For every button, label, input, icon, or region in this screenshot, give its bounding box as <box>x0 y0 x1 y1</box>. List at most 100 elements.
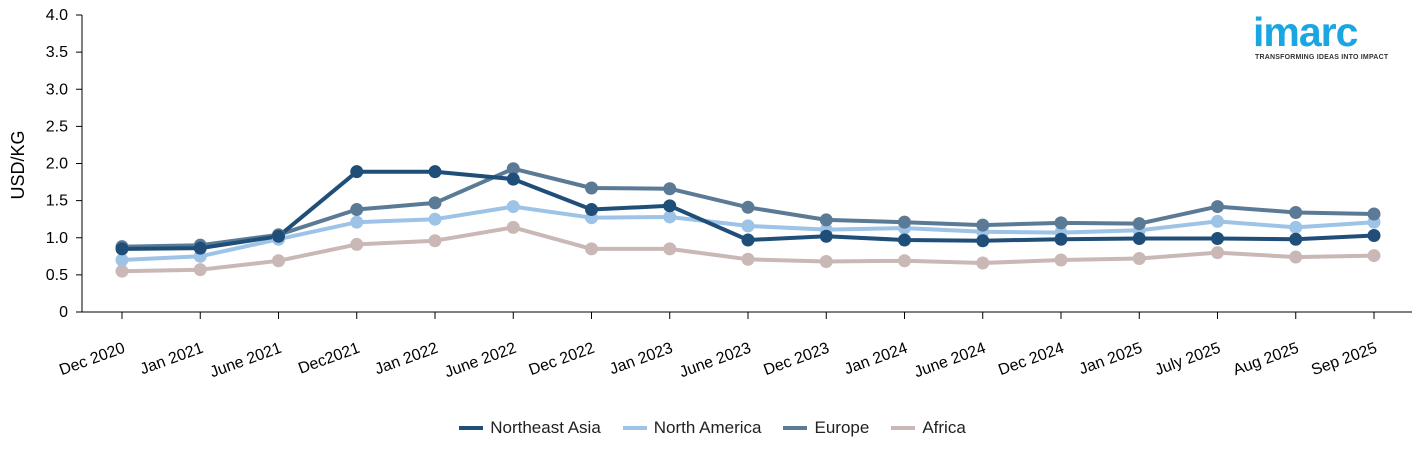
data-point-north-america <box>741 219 755 233</box>
data-point-north-america <box>115 253 129 267</box>
logo-tagline: TRANSFORMING IDEAS INTO IMPACT <box>1255 54 1389 61</box>
data-point-africa <box>506 220 520 234</box>
legend-swatch <box>459 426 484 430</box>
data-point-africa <box>193 263 207 277</box>
data-point-europe <box>428 196 442 210</box>
x-tick-label: Aug 2025 <box>1231 340 1301 379</box>
x-tick-label: June 2023 <box>677 340 753 382</box>
data-point-europe <box>976 218 990 232</box>
x-tick-label: June 2022 <box>443 340 519 382</box>
data-point-europe <box>1132 217 1146 231</box>
x-tick-label: June 2024 <box>912 340 988 382</box>
data-point-north-america <box>506 200 520 214</box>
x-tick-label: Jan 2022 <box>373 340 441 379</box>
series-points <box>115 162 1381 278</box>
data-point-north-america <box>350 215 364 229</box>
data-point-africa <box>1289 250 1303 264</box>
legend-swatch <box>891 426 916 430</box>
x-tick-label: June 2021 <box>208 340 284 382</box>
data-point-africa <box>428 234 442 248</box>
data-point-africa <box>1211 246 1224 260</box>
data-point-europe <box>741 200 755 214</box>
legend-item: Africa <box>891 418 966 438</box>
data-point-europe <box>585 181 598 195</box>
y-tick-label: 1.0 <box>46 230 68 247</box>
data-point-northeast-asia <box>1211 231 1224 245</box>
data-point-africa <box>898 254 911 268</box>
x-tick-label: July 2025 <box>1153 340 1223 379</box>
data-point-africa <box>585 242 598 256</box>
y-tick-label: 3.5 <box>46 44 68 61</box>
legend-swatch <box>622 426 647 430</box>
y-tick-label: 2.5 <box>46 118 68 135</box>
legend-label: Europe <box>814 418 870 437</box>
data-point-africa <box>741 252 755 266</box>
data-point-europe <box>350 203 364 217</box>
data-point-europe <box>1211 200 1224 214</box>
data-point-europe <box>819 213 833 227</box>
data-point-northeast-asia <box>898 233 911 247</box>
x-tick-label: Sep 2025 <box>1309 340 1379 379</box>
data-point-northeast-asia <box>1054 232 1068 246</box>
data-point-northeast-asia <box>428 165 442 179</box>
data-point-europe <box>1054 216 1068 230</box>
data-point-europe <box>898 215 911 229</box>
data-point-europe <box>1367 207 1381 221</box>
x-tick-label: Dec 2020 <box>57 340 127 379</box>
data-point-northeast-asia <box>1132 231 1146 245</box>
y-tick-label: 1.5 <box>46 193 68 210</box>
x-tick-label: Jan 2021 <box>138 340 206 379</box>
y-tick-label: 4.0 <box>46 7 68 24</box>
logo-wordmark: imarc <box>1253 9 1358 55</box>
data-point-africa <box>115 264 129 278</box>
data-point-europe <box>506 162 520 176</box>
x-tick-label: Dec2021 <box>296 340 362 378</box>
data-point-northeast-asia <box>115 242 129 256</box>
x-tick-label: Dec 2022 <box>527 340 597 379</box>
data-point-africa <box>663 242 677 256</box>
data-point-northeast-asia <box>819 229 833 243</box>
data-point-north-america <box>1211 214 1224 228</box>
x-tick-label: Jan 2023 <box>607 340 675 379</box>
legend-label: Africa <box>922 418 966 437</box>
y-tick-label: 0.5 <box>46 267 68 284</box>
x-tick-label: Jan 2024 <box>842 340 910 379</box>
data-point-northeast-asia <box>506 172 520 186</box>
x-tick-label: Jan 2025 <box>1077 340 1145 379</box>
data-point-north-america <box>428 212 442 226</box>
data-point-northeast-asia <box>976 234 990 248</box>
y-tick-label: 0 <box>59 304 68 321</box>
x-axis: Dec 2020 Jan 2021 June 2021 Dec2021 Jan 2022… <box>57 311 1412 382</box>
y-axis: 0 0.5 1.0 1.5 2.0 2.5 3.0 3.5 4.0 <box>46 7 83 321</box>
data-point-northeast-asia <box>193 241 207 255</box>
imarc-logo: imarc TRANSFORMING IDEAS INTO IMPACT <box>1253 8 1393 68</box>
data-point-northeast-asia <box>741 233 755 247</box>
y-axis-label: USD/KG <box>8 130 28 199</box>
data-point-north-america <box>1289 220 1303 234</box>
x-tick-label: Dec 2024 <box>996 340 1066 379</box>
data-point-africa <box>1054 253 1068 267</box>
data-point-northeast-asia <box>585 203 598 217</box>
data-point-africa <box>1132 252 1146 266</box>
legend-item: Europe <box>783 418 869 438</box>
legend-swatch <box>783 426 808 430</box>
y-tick-label: 2.0 <box>46 156 68 173</box>
legend-label: Northeast Asia <box>490 418 601 437</box>
data-point-northeast-asia <box>1289 232 1303 246</box>
chart-legend: Northeast Asia North America Europe Africa <box>0 418 1425 438</box>
data-point-africa <box>1367 249 1381 263</box>
legend-label: North America <box>653 418 762 437</box>
data-point-africa <box>819 255 833 269</box>
data-point-northeast-asia <box>350 165 364 179</box>
legend-item: Northeast Asia <box>459 418 601 438</box>
data-point-europe <box>663 182 677 196</box>
data-point-africa <box>272 254 285 268</box>
data-point-europe <box>1289 206 1303 220</box>
data-point-northeast-asia <box>663 199 677 213</box>
data-point-north-america <box>663 210 677 224</box>
y-tick-label: 3.0 <box>46 81 68 98</box>
data-point-northeast-asia <box>1367 229 1381 243</box>
data-point-africa <box>350 237 364 251</box>
data-point-northeast-asia <box>272 229 285 243</box>
